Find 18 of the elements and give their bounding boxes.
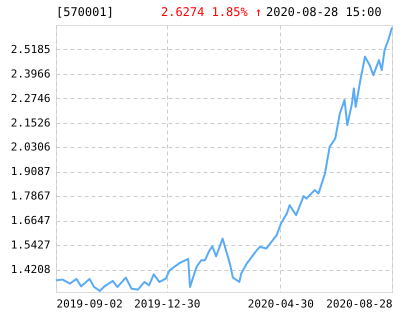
x-tick-label: 2020-08-28 [326,298,392,310]
chart-title: [570001] [56,5,114,19]
x-tick-label: 2019-12-30 [134,298,200,310]
y-tick-label: 2.2746 [10,92,50,105]
y-tick-label: 1.5427 [10,238,50,252]
y-tick-label: 1.9087 [10,165,50,178]
y-tick-label: 2.3966 [10,67,50,80]
text: 2020-08-28 15:00 [266,5,382,19]
y-tick-label: 1.4208 [10,263,50,276]
y-tick-label: 1.6647 [10,214,50,228]
y-tick-label: 2.5185 [10,42,50,56]
line-series [55,26,393,292]
y-tick-label: 2.1526 [10,116,50,130]
x-tick-label: 2019-09-02 [56,298,123,310]
x-tick-label: 2020-04-30 [248,298,314,310]
y-tick-label: 2.0306 [10,140,50,154]
y-tick-label: 1.7867 [10,190,50,203]
text: 2.6274 1.85% ↑ [161,5,262,19]
